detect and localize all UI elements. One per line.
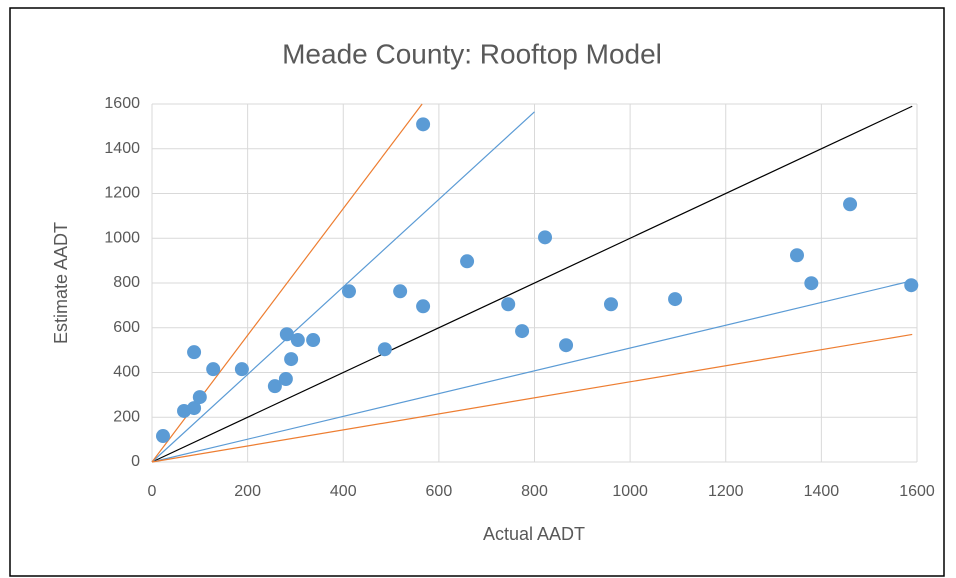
x-tick-label: 600 bbox=[426, 483, 453, 500]
chart-frame bbox=[9, 7, 945, 577]
y-tick-label: 1200 bbox=[104, 185, 140, 202]
y-tick-label: 1600 bbox=[104, 95, 140, 112]
y-tick-label: 400 bbox=[113, 364, 140, 381]
scatter-point bbox=[290, 333, 305, 348]
scatter-point bbox=[416, 299, 431, 314]
scatter-point bbox=[460, 254, 475, 269]
x-tick-label: 1600 bbox=[899, 483, 935, 500]
x-tick-label: 800 bbox=[521, 483, 548, 500]
reference-line bbox=[151, 111, 535, 463]
y-tick-label: 1000 bbox=[104, 229, 140, 246]
scatter-point bbox=[559, 338, 574, 353]
scatter-point bbox=[192, 390, 207, 405]
scatter-point bbox=[804, 276, 819, 291]
scatter-point bbox=[206, 362, 221, 377]
scatter-point bbox=[604, 297, 618, 312]
scatter-point bbox=[843, 197, 858, 212]
scatter-point bbox=[267, 379, 282, 394]
scatter-point bbox=[155, 429, 170, 444]
scatter-point bbox=[393, 284, 408, 299]
chart-title: Meade County: Rooftop Model bbox=[282, 38, 662, 69]
x-axis-label: Actual AADT bbox=[483, 524, 585, 544]
y-tick-label: 600 bbox=[113, 319, 140, 336]
scatter-point bbox=[278, 371, 293, 386]
x-tick-label: 0 bbox=[148, 483, 157, 500]
x-tick-label: 1200 bbox=[708, 483, 744, 500]
scatter-point bbox=[377, 342, 392, 357]
scatter-point bbox=[538, 230, 553, 245]
scatter-point bbox=[789, 248, 804, 263]
scatter-point bbox=[234, 362, 249, 377]
y-tick-label: 800 bbox=[113, 274, 140, 291]
reference-line bbox=[151, 280, 913, 463]
scatter-point bbox=[306, 333, 321, 348]
reference-line bbox=[151, 333, 913, 463]
reference-line bbox=[151, 105, 913, 463]
scatter-point bbox=[501, 297, 516, 312]
y-tick-label: 200 bbox=[113, 408, 140, 425]
x-tick-label: 1000 bbox=[612, 483, 648, 500]
y-axis-label: Estimate AADT bbox=[51, 222, 71, 344]
x-tick-label: 1400 bbox=[804, 483, 840, 500]
scatter-point bbox=[668, 292, 683, 307]
scatter-point bbox=[284, 352, 299, 367]
y-tick-label: 1400 bbox=[104, 140, 140, 157]
scatter-point bbox=[187, 401, 202, 416]
scatter-point bbox=[187, 345, 202, 360]
y-tick-label: 0 bbox=[131, 453, 140, 470]
scatter-point bbox=[515, 324, 530, 339]
scatter-point bbox=[416, 117, 431, 132]
scatter-point bbox=[279, 327, 294, 342]
scatter-point bbox=[904, 278, 919, 293]
x-tick-label: 200 bbox=[234, 483, 261, 500]
scatter-point bbox=[341, 284, 356, 299]
x-tick-label: 400 bbox=[330, 483, 357, 500]
